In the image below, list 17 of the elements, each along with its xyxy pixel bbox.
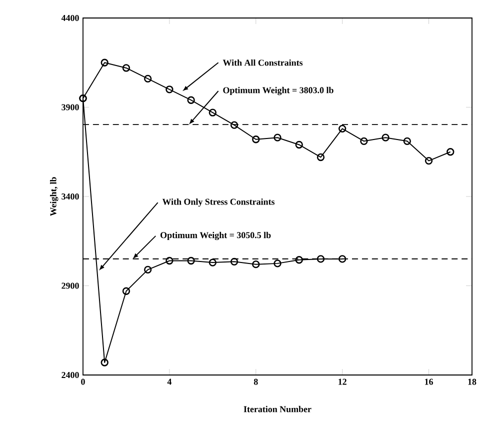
x-tick-label: 4 xyxy=(167,378,172,385)
y-tick-label: 4400 xyxy=(61,14,79,22)
y-tick-label: 2900 xyxy=(62,282,79,289)
ref-line-label: Optimum Weight = 3050.5 lb xyxy=(160,232,271,240)
x-tick-label: 8 xyxy=(254,378,258,385)
x-tick-label: 18 xyxy=(468,378,476,385)
x-tick-label: 0 xyxy=(81,378,85,385)
annotation: With Only Stress Constraints xyxy=(162,198,275,207)
y-tick-label: 3400 xyxy=(62,193,79,200)
ref-line-label: Optimum Weight = 3803.0 lb xyxy=(223,86,334,96)
x-tick-label: 16 xyxy=(425,378,433,385)
y-tick-label: 3900 xyxy=(62,104,79,110)
x-tick-label: 12 xyxy=(338,378,346,385)
annotation: With All Constraints xyxy=(222,59,303,66)
y-tick-label: 2400 xyxy=(62,372,79,378)
x-axis-title: Iteration Number xyxy=(244,406,312,412)
y-axis-title: Weight, lb xyxy=(50,177,58,216)
